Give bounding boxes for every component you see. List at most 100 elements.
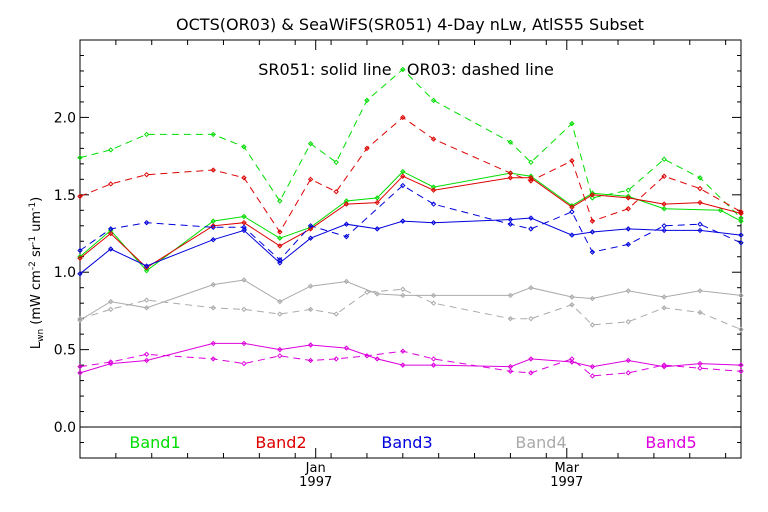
data-point-band2 bbox=[108, 181, 114, 187]
series-line-band5-dashed bbox=[79, 350, 742, 377]
x-tick-month: Mar bbox=[555, 461, 580, 476]
data-point-band3 bbox=[589, 229, 596, 235]
data-point-band5 bbox=[528, 370, 534, 376]
y-axis-label-exp3: -1 bbox=[28, 202, 38, 211]
data-point-band3 bbox=[430, 219, 437, 226]
data-point-band2 bbox=[364, 145, 370, 152]
data-point-band2 bbox=[343, 201, 350, 207]
data-point-band3 bbox=[738, 232, 744, 238]
data-point-band2 bbox=[241, 219, 247, 226]
data-point-band2 bbox=[507, 170, 514, 176]
data-point-band2 bbox=[333, 189, 339, 195]
data-point-band4 bbox=[661, 294, 667, 300]
data-point-band4 bbox=[738, 326, 744, 333]
data-point-band4 bbox=[697, 309, 703, 316]
data-point-band1 bbox=[430, 97, 437, 104]
data-point-band2 bbox=[400, 114, 406, 121]
series-line-band2-dashed bbox=[79, 116, 742, 233]
chart-title: OCTS(OR03) & SeaWiFS(SR051) 4-Day nLw, A… bbox=[176, 15, 644, 34]
data-point-band4 bbox=[430, 300, 437, 306]
data-point-band4 bbox=[333, 311, 339, 317]
data-point-band5 bbox=[108, 359, 114, 365]
data-point-band2 bbox=[400, 173, 406, 179]
data-point-band2 bbox=[277, 243, 283, 249]
data-point-band1 bbox=[697, 175, 703, 181]
data-point-band1 bbox=[108, 147, 114, 153]
data-point-band3 bbox=[210, 237, 216, 243]
legend-label-band4: Band4 bbox=[515, 433, 566, 452]
data-point-band1 bbox=[625, 187, 631, 193]
svg-text:Lwn (mW cm-2 sr-1 um-1): Lwn (mW cm-2 sr-1 um-1) bbox=[28, 197, 46, 349]
data-point-band3 bbox=[400, 218, 406, 224]
data-point-band5 bbox=[400, 348, 406, 354]
data-point-band3 bbox=[661, 223, 667, 229]
data-point-band4 bbox=[507, 292, 514, 299]
data-point-band4 bbox=[343, 278, 350, 285]
data-point-band2 bbox=[507, 175, 514, 181]
data-point-band5 bbox=[528, 356, 534, 362]
data-point-band3 bbox=[307, 223, 314, 229]
data-point-band3 bbox=[697, 221, 703, 227]
data-point-band1 bbox=[277, 235, 283, 241]
data-point-band1 bbox=[307, 141, 314, 147]
data-point-band2 bbox=[108, 230, 114, 237]
data-point-band4 bbox=[364, 289, 370, 296]
data-point-band1 bbox=[210, 218, 216, 224]
data-point-band5 bbox=[507, 363, 514, 370]
data-point-band4 bbox=[589, 322, 596, 328]
plot-frame bbox=[79, 39, 742, 459]
data-point-band5 bbox=[569, 356, 575, 362]
y-axis-label-units-end: um bbox=[29, 211, 44, 236]
data-point-band3 bbox=[400, 182, 406, 189]
data-point-band5 bbox=[589, 363, 596, 370]
data-point-band1 bbox=[364, 97, 370, 104]
data-point-band5 bbox=[277, 346, 283, 353]
data-point-band3 bbox=[77, 247, 83, 254]
data-point-band2 bbox=[569, 158, 575, 164]
data-point-band1 bbox=[77, 154, 83, 161]
data-point-band4 bbox=[210, 281, 216, 288]
y-axis-label: Lwn (mW cm-2 sr-1 um-1) bbox=[28, 197, 46, 349]
data-point-band1 bbox=[374, 195, 380, 201]
data-point-band1 bbox=[210, 131, 216, 138]
data-point-band5 bbox=[343, 345, 350, 351]
data-point-band4 bbox=[507, 315, 514, 322]
data-point-band4 bbox=[77, 317, 83, 323]
data-point-band3 bbox=[108, 246, 114, 252]
data-point-band3 bbox=[697, 227, 703, 234]
data-point-band2 bbox=[430, 136, 437, 142]
data-point-band4 bbox=[108, 306, 114, 313]
data-point-band4 bbox=[589, 295, 596, 302]
data-point-band3 bbox=[343, 221, 350, 227]
data-point-band5 bbox=[307, 357, 314, 364]
data-point-band3 bbox=[108, 226, 114, 232]
data-point-band3 bbox=[77, 271, 83, 277]
data-point-band2 bbox=[528, 178, 534, 184]
data-point-band5 bbox=[374, 356, 380, 362]
data-point-band4 bbox=[625, 288, 631, 294]
data-point-band1 bbox=[738, 215, 744, 221]
data-point-band2 bbox=[277, 229, 283, 235]
data-point-band5 bbox=[697, 365, 703, 371]
data-point-band5 bbox=[210, 340, 216, 347]
data-point-band4 bbox=[400, 292, 406, 299]
line-style-annotation: SR051: solid line OR03: dashed line bbox=[258, 60, 554, 79]
data-point-band4 bbox=[738, 292, 744, 299]
data-point-band5 bbox=[241, 360, 247, 367]
y-tick-label: 1.0 bbox=[54, 265, 76, 281]
data-point-band2 bbox=[697, 185, 703, 192]
data-point-band3 bbox=[661, 227, 667, 234]
data-point-band3 bbox=[528, 215, 534, 221]
data-point-band2 bbox=[210, 167, 216, 173]
data-point-band2 bbox=[430, 187, 437, 193]
data-point-band5 bbox=[241, 340, 247, 347]
data-point-band5 bbox=[738, 362, 744, 368]
data-point-band3 bbox=[343, 233, 350, 240]
data-point-band3 bbox=[143, 219, 150, 226]
data-point-band4 bbox=[143, 305, 150, 311]
data-point-band2 bbox=[77, 255, 83, 261]
data-point-band5 bbox=[661, 362, 667, 368]
data-point-band5 bbox=[507, 368, 514, 375]
data-point-band3 bbox=[528, 226, 534, 232]
data-point-band1 bbox=[241, 144, 247, 150]
